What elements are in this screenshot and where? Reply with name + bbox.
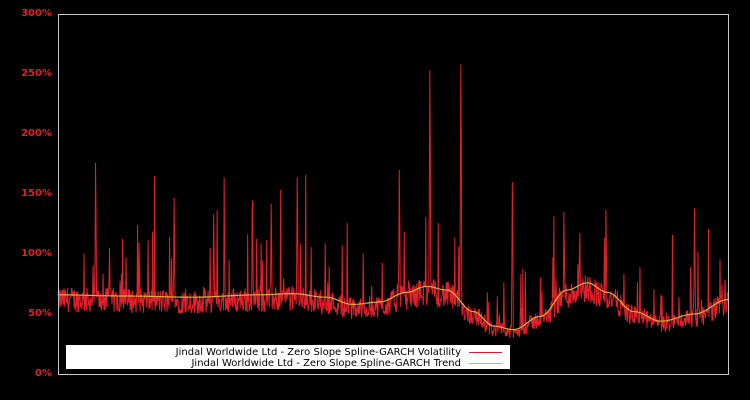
legend-label-volatility: Jindal Worldwide Ltd - Zero Slope Spline…	[175, 346, 461, 358]
y-tick-label: 50%	[28, 308, 52, 319]
trend-series	[58, 282, 729, 331]
volatility-series	[57, 64, 729, 339]
legend-item-trend: Jindal Worldwide Ltd - Zero Slope Spline…	[191, 357, 502, 369]
y-tick-label: 200%	[21, 128, 52, 139]
legend-swatch-trend	[469, 362, 502, 364]
legend-label-trend: Jindal Worldwide Ltd - Zero Slope Spline…	[191, 357, 461, 369]
trend-line	[58, 282, 729, 331]
volatility-line	[57, 64, 729, 339]
legend: Jindal Worldwide Ltd - Zero Slope Spline…	[66, 345, 510, 369]
y-tick-label: 0%	[35, 368, 52, 379]
y-tick-label: 100%	[21, 248, 52, 259]
legend-item-volatility: Jindal Worldwide Ltd - Zero Slope Spline…	[176, 346, 502, 358]
y-tick-label: 150%	[21, 188, 52, 199]
plot-frame	[58, 14, 729, 375]
y-tick-label: 300%	[21, 8, 52, 19]
y-tick-label: 250%	[21, 68, 52, 79]
legend-swatch-volatility	[469, 351, 502, 353]
